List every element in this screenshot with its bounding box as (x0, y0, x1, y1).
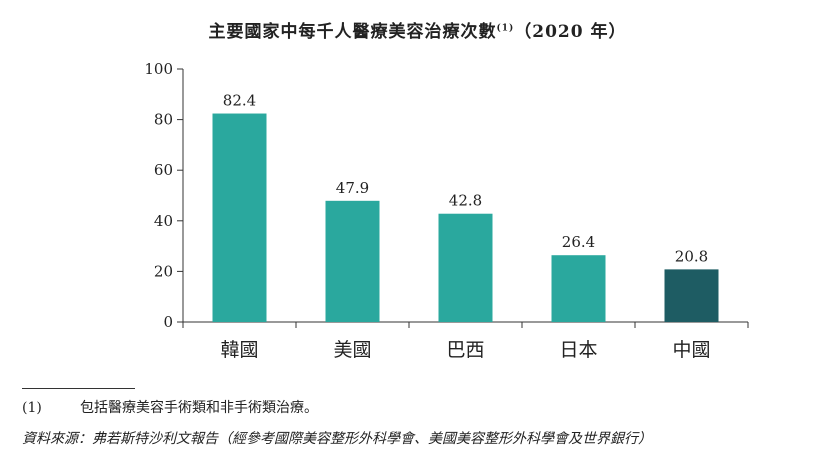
y-tick-label: 60 (154, 161, 173, 179)
bar-1 (212, 113, 267, 322)
value-label: 47.9 (336, 179, 369, 197)
footnote: (1) 包括醫療美容手術類和非手術類治療。 (22, 397, 318, 417)
y-tick-label: 40 (154, 212, 173, 230)
bar-2 (325, 200, 380, 322)
value-label: 82.4 (223, 92, 256, 110)
chart-title-year: （2020 年） (514, 22, 627, 42)
chart-bars (212, 113, 719, 322)
bar-3 (438, 213, 493, 322)
y-tick-label: 20 (154, 262, 173, 280)
y-tick-label: 0 (163, 313, 173, 331)
category-label: 美國 (333, 339, 371, 361)
chart-title: 主要國家中每千人醫療美容治療次數(1)（2020 年） (0, 17, 835, 42)
footnote-text: 包括醫療美容手術類和非手術類治療。 (80, 400, 318, 416)
y-tick-label: 80 (154, 111, 173, 129)
value-label: 20.8 (675, 247, 708, 265)
bar-4 (551, 255, 606, 322)
chart-labels: 0 20 40 60 80 100 82.4 韓國 47.9 美國 42.8 巴西 26.4 日本 20.8… (144, 60, 710, 361)
chart-title-note: (1) (496, 23, 515, 34)
category-label: 巴西 (446, 339, 484, 361)
value-label: 26.4 (562, 233, 595, 251)
category-label: 日本 (559, 339, 597, 361)
value-label: 42.8 (449, 192, 482, 210)
footnote-number: (1) (22, 400, 42, 416)
bar-5 (664, 269, 719, 322)
category-label: 中國 (672, 339, 710, 361)
footnote-divider (22, 388, 135, 389)
y-tick-label: 100 (144, 60, 173, 78)
category-label: 韓國 (220, 339, 258, 361)
bar-chart: 0 20 40 60 80 100 82.4 韓國 47.9 美國 42.8 巴西 26.4 日本 20.8… (144, 60, 749, 361)
source-note: 資料來源：弗若斯特沙利文報告（經參考國際美容整形外科學會、美國美容整形外科學會及… (22, 431, 652, 447)
chart-title-text: 主要國家中每千人醫療美容治療次數 (208, 22, 497, 42)
